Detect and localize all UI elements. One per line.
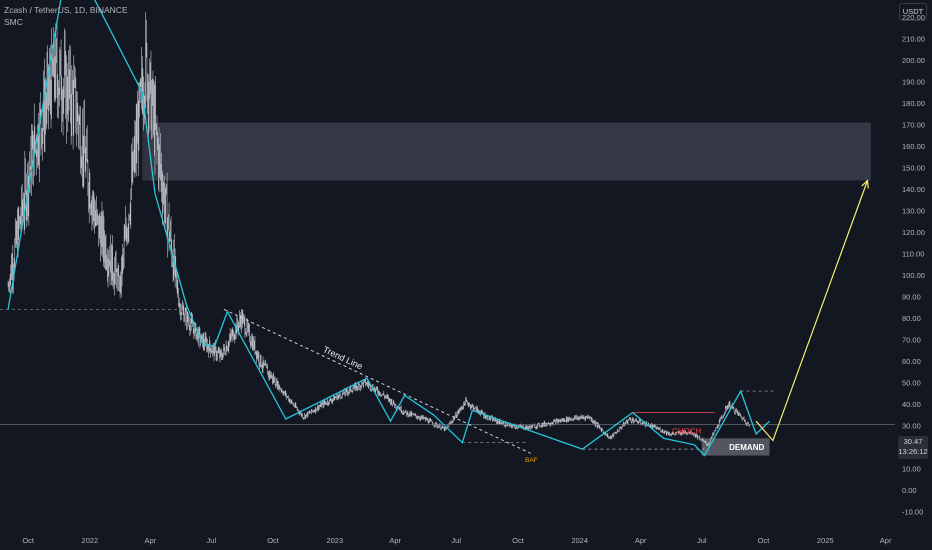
y-tick-label: 180.00 <box>902 99 925 108</box>
x-tick-label: Apr <box>144 536 156 545</box>
x-tick-label: Apr <box>389 536 401 545</box>
demand-zone-block <box>701 438 712 456</box>
y-tick-label: 70.00 <box>902 336 921 345</box>
symbol-title: Zcash / TetherUS, 1D, BINANCE <box>4 5 128 15</box>
supply-zone <box>150 122 871 181</box>
y-tick-label: 140.00 <box>902 185 925 194</box>
x-tick-label: Oct <box>512 536 525 545</box>
time-axis-ticks: Oct 2022 Apr Jul Oct 2023 Apr Jul Oct 2024 Apr Jul O… <box>22 536 892 545</box>
y-tick-label: 100.00 <box>902 271 925 280</box>
y-tick-label: 50.00 <box>902 378 921 387</box>
indicator-label[interactable]: SMC <box>4 17 23 27</box>
bar-countdown: 13:26:12 <box>898 447 928 456</box>
x-tick-label: Jul <box>697 536 707 545</box>
x-tick-label: Oct <box>267 536 280 545</box>
x-tick-label: Apr <box>880 536 892 545</box>
choch-label: CHOCH <box>672 427 702 436</box>
gap-label: BAF <box>525 457 538 464</box>
trend-line <box>223 309 531 454</box>
y-tick-label: 60.00 <box>902 357 921 366</box>
y-tick-label: 80.00 <box>902 314 921 323</box>
x-tick-label: Jul <box>207 536 217 545</box>
y-tick-label: 120.00 <box>902 228 925 237</box>
chart-overlays <box>0 0 895 457</box>
x-tick-label: 2022 <box>82 536 99 545</box>
candle-series <box>7 12 750 447</box>
demand-zone <box>711 438 770 456</box>
y-tick-label: 30.00 <box>902 421 921 430</box>
price-axis-ticks: 220.00 210.00 200.00 190.00 180.00 170.00 160.… <box>902 13 925 516</box>
price-zones <box>142 94 871 456</box>
current-price-tag: 30.47 13:26:12 <box>898 436 928 459</box>
x-tick-label: Jul <box>451 536 461 545</box>
x-tick-label: 2023 <box>326 536 343 545</box>
y-tick-label: 90.00 <box>902 293 921 302</box>
y-tick-label: 170.00 <box>902 121 925 130</box>
y-tick-label: 190.00 <box>902 78 925 87</box>
x-tick-label: 2025 <box>817 536 834 545</box>
projection-path <box>755 180 869 442</box>
y-tick-label: 210.00 <box>902 35 925 44</box>
y-tick-label: 160.00 <box>902 142 925 151</box>
y-tick-label: 110.00 <box>902 250 924 259</box>
zigzag-line <box>7 0 770 457</box>
x-tick-label: Apr <box>635 536 647 545</box>
y-tick-label: 40.00 <box>902 400 921 409</box>
y-tick-label: 130.00 <box>902 207 925 216</box>
y-tick-label: 200.00 <box>902 56 925 65</box>
x-tick-label: Oct <box>22 536 35 545</box>
x-tick-label: 2024 <box>571 536 588 545</box>
y-tick-label: -10.00 <box>902 507 923 516</box>
projection-arrowhead <box>861 179 869 189</box>
y-tick-label: 150.00 <box>902 164 925 173</box>
y-tick-label: 220.00 <box>902 13 925 22</box>
demand-zone-label: DEMAND <box>729 443 764 452</box>
y-tick-label: 0.00 <box>902 486 917 495</box>
currency-button[interactable]: USDT <box>899 3 927 21</box>
current-price-value: 30.47 <box>903 437 923 446</box>
x-tick-label: Oct <box>758 536 771 545</box>
y-tick-label: 10.00 <box>902 464 921 473</box>
